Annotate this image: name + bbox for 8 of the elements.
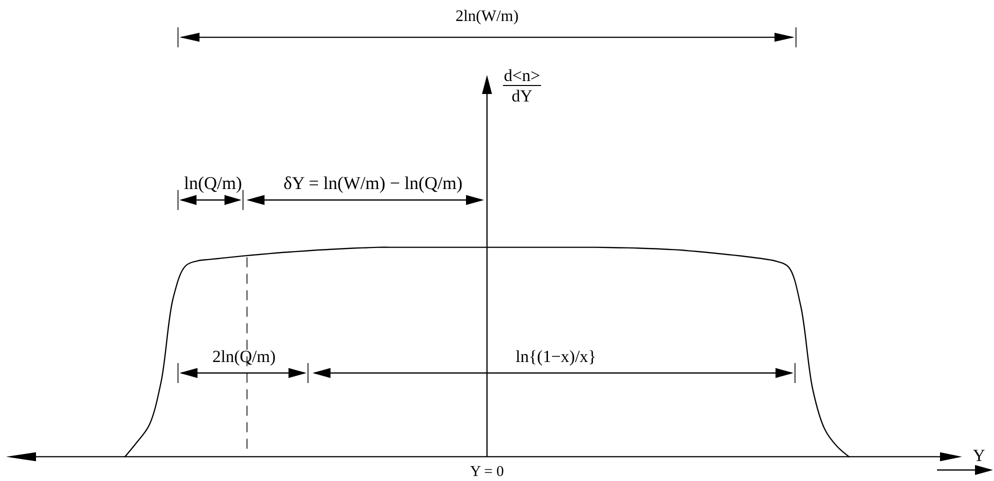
annotation: 2ln(Q/m) — [212, 347, 276, 366]
annotation: ln{(1−x)/x} — [516, 347, 596, 366]
text: δY = ln(W/m) − ln(Q/m) — [283, 173, 463, 193]
text: ln(Q/m) — [184, 173, 242, 193]
text: Y — [972, 446, 986, 465]
text: Y = 0 — [470, 464, 504, 480]
text: d<n> dY — [504, 66, 540, 106]
text: 2ln(W/m) — [455, 8, 519, 25]
